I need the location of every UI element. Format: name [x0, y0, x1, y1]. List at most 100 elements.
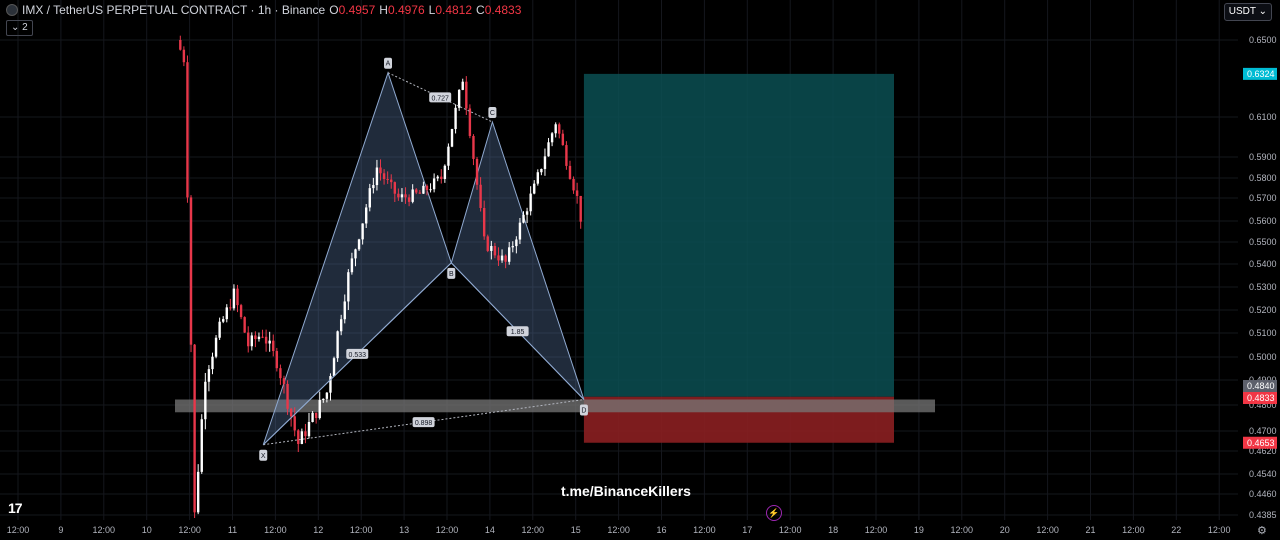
settings-gear-icon[interactable]: ⚙ — [1257, 525, 1267, 537]
candle-body — [450, 129, 454, 147]
candle-body — [339, 319, 343, 332]
price-tick-label: 0.5700 — [1249, 193, 1277, 203]
candle-body — [254, 335, 257, 340]
candle-body — [443, 165, 447, 179]
candle-body — [329, 376, 332, 393]
candle-body — [307, 421, 311, 437]
price-tick-label: 0.4620 — [1249, 446, 1277, 456]
candle-body — [179, 40, 182, 50]
time-tick-label: 12:00 — [7, 525, 30, 535]
price-tag — [1243, 67, 1277, 80]
time-tick-label: 12:00 — [522, 525, 545, 535]
candle-body — [475, 158, 479, 185]
candle-body — [454, 107, 457, 130]
candle-body — [525, 211, 529, 215]
candle-body — [382, 173, 386, 180]
ratio-label: 0.727 — [431, 95, 449, 102]
time-tick-label: 12 — [313, 525, 323, 535]
time-tick-label: 12:00 — [436, 525, 459, 535]
candle-body — [497, 255, 500, 261]
price-tick-label: 0.4800 — [1249, 400, 1277, 410]
point-label: X — [261, 453, 266, 460]
candle-body — [493, 246, 497, 256]
time-tick-label: 17 — [742, 525, 752, 535]
candle-body — [390, 179, 393, 183]
time-tick-label: 9 — [58, 525, 63, 535]
time-tick-label: 15 — [571, 525, 581, 535]
candle-body — [182, 49, 186, 63]
candle-body — [393, 182, 397, 194]
candle-body — [357, 239, 361, 250]
time-tick-label: 21 — [1085, 525, 1095, 535]
candle-body — [550, 133, 554, 143]
candle-body — [479, 184, 482, 208]
candle-body — [282, 378, 286, 384]
symbol-header[interactable]: IMX / TetherUS PERPETUAL CONTRACT · 1h ·… — [6, 3, 521, 17]
time-tick-label: 22 — [1171, 525, 1181, 535]
candle-body — [490, 246, 493, 251]
pattern-bcd — [450, 120, 585, 400]
time-tick-label: 12:00 — [1122, 525, 1145, 535]
price-tag-label: 0.6324 — [1247, 69, 1275, 79]
candle-body — [504, 255, 507, 262]
time-tick-label: 18 — [828, 525, 838, 535]
price-tick-label: 0.5600 — [1249, 216, 1277, 226]
candle-body — [543, 156, 547, 169]
time-tick-label: 13 — [399, 525, 409, 535]
candle-body — [225, 307, 228, 320]
candle-body — [325, 392, 329, 399]
price-axis-bg — [1240, 0, 1280, 540]
candle-body — [379, 167, 382, 174]
candle-body — [522, 214, 525, 223]
support-zone — [175, 399, 935, 413]
price-tick-label: 0.4385 — [1249, 510, 1277, 520]
candle-body — [222, 319, 225, 322]
candle-body — [472, 135, 475, 159]
candle-body — [236, 288, 239, 306]
watermark-text: t.me/BinanceKillers — [561, 483, 691, 499]
candle-body — [429, 189, 432, 191]
ohlc-high: H0.4976 — [379, 3, 425, 17]
ratio-label: 0.898 — [415, 420, 433, 427]
candle-body — [289, 408, 293, 417]
price-tick-label: 0.5900 — [1249, 152, 1277, 162]
point-label-box — [447, 267, 456, 279]
price-tick-label: 0.5000 — [1249, 352, 1277, 362]
candle-body — [218, 321, 221, 338]
candle-body — [518, 222, 522, 240]
point-label-box — [579, 404, 588, 416]
currency-button[interactable]: USDT ⌄ — [1223, 3, 1272, 21]
ohlc-open: O0.4957 — [329, 3, 376, 17]
candle-body — [293, 416, 296, 431]
candle-body — [204, 381, 207, 420]
candle-body — [297, 430, 300, 444]
candle-body — [214, 337, 218, 357]
time-tick-label: 10 — [142, 525, 152, 535]
candle-body — [558, 124, 561, 134]
price-tick-label: 0.4540 — [1249, 469, 1277, 479]
price-tick-label: 0.6500 — [1249, 35, 1277, 45]
candle-body — [411, 189, 414, 202]
candle-body — [536, 172, 540, 184]
candle-body — [575, 190, 579, 196]
candle-body — [300, 431, 304, 444]
candle-body — [447, 146, 450, 166]
candle-body — [440, 176, 443, 179]
ratio-label-box — [346, 348, 369, 359]
candle-body — [508, 247, 511, 262]
price-tick-label: 0.5500 — [1249, 237, 1277, 247]
candle-body — [436, 176, 439, 179]
ratio-label: 1.85 — [511, 329, 525, 336]
time-tick-label: 12:00 — [93, 525, 116, 535]
candle-body — [372, 185, 375, 189]
candle-body — [247, 332, 250, 347]
point-label-box — [488, 107, 497, 118]
candle-body — [561, 133, 565, 146]
candle-body — [314, 412, 318, 419]
price-tag-label: 0.4833 — [1247, 393, 1275, 403]
indicators-toggle[interactable]: ⌄ 2 — [6, 20, 33, 36]
ratio-label-box — [506, 326, 529, 337]
lightning-icon[interactable]: ⚡ — [766, 505, 782, 521]
candle-body — [318, 400, 321, 419]
